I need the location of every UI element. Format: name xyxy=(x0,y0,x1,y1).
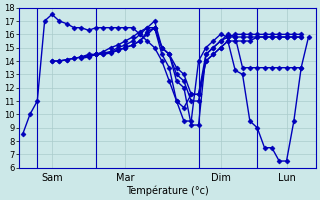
X-axis label: Température (°c): Température (°c) xyxy=(126,185,209,196)
